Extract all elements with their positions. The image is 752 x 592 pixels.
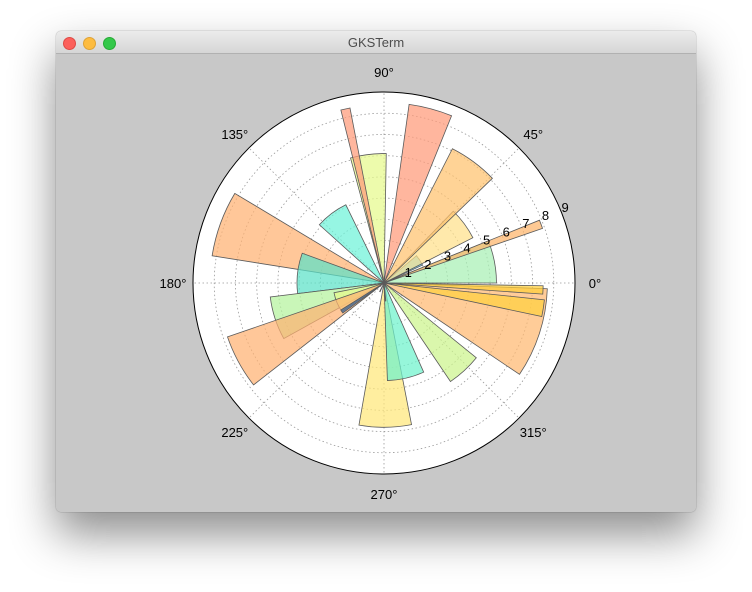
radial-tick-label-8: 8 [542, 208, 549, 223]
zoom-window-icon[interactable] [103, 37, 116, 50]
polar-bar-21 [383, 282, 545, 318]
radial-tick-label-6: 6 [503, 224, 510, 239]
polar-outline [192, 91, 576, 475]
polar-bar-15 [379, 282, 385, 293]
angle-tick-label-90: 90° [374, 65, 394, 80]
radial-gridline-6 [256, 155, 512, 411]
polar-bar-19 [383, 282, 477, 383]
radial-tick-label-4: 4 [463, 241, 470, 256]
angle-tick-label-135: 135° [221, 127, 248, 142]
angle-tick-label-0: 0° [589, 276, 601, 291]
polar-bar-1 [383, 219, 544, 284]
polar-bar-9 [211, 192, 385, 284]
polar-bar-17 [383, 282, 425, 381]
radial-tick-label-5: 5 [483, 232, 490, 247]
polar-bar-7 [340, 107, 385, 284]
polar-bar-16 [358, 282, 413, 428]
polar-bar-8 [318, 204, 385, 284]
angle-tick-label-45: 45° [523, 127, 543, 142]
angle-tick-label-180: 180° [160, 276, 187, 291]
radial-tick-label-7: 7 [522, 216, 529, 231]
polar-bar-22 [383, 282, 544, 295]
radial-tick-label-2: 2 [424, 257, 431, 272]
title-bar[interactable]: GKSTerm [56, 31, 696, 54]
angle-tick-label-315: 315° [520, 425, 547, 440]
radial-gridline-8 [213, 112, 555, 454]
radial-tick-label-1: 1 [405, 265, 412, 280]
close-window-icon[interactable] [63, 37, 76, 50]
polar-bars [211, 103, 548, 428]
window-title: GKSTerm [347, 35, 405, 50]
radial-tick-label-9: 9 [561, 200, 568, 215]
polar-bar-14 [340, 282, 385, 314]
angle-tick-label-270: 270° [371, 487, 398, 502]
radial-tick-label-3: 3 [444, 249, 451, 264]
minimize-window-icon[interactable] [83, 37, 96, 50]
polar-bar-5 [383, 103, 453, 284]
polar-bar-18 [383, 282, 387, 302]
angle-tick-labels: 0° 45° 90° 135° 180° 225° 270° 315° [160, 65, 602, 502]
angle-tick-label-225: 225° [221, 425, 248, 440]
polar-bar-4 [383, 148, 493, 284]
